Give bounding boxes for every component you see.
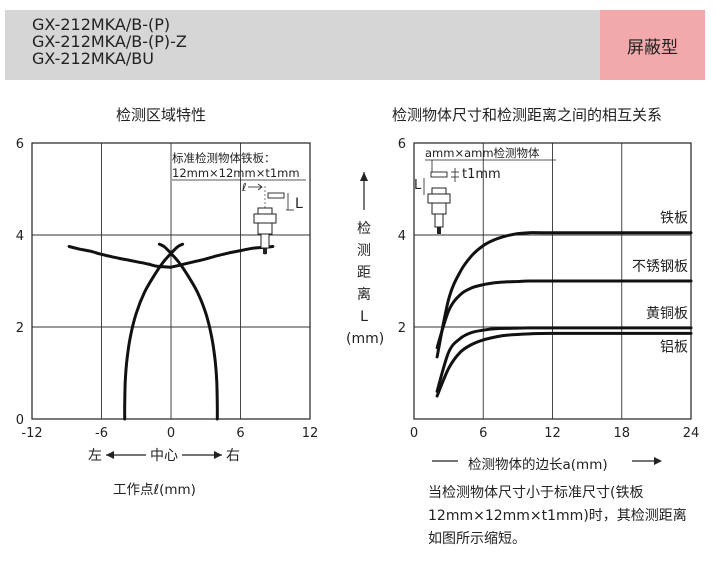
header-band (5, 10, 705, 80)
left-chart-curves (67, 242, 275, 421)
series-label: 黄铜板 (646, 305, 688, 322)
left-annotation-line2: 12mm×12mm×t1mm (172, 166, 300, 180)
right-xaxis-arrows (432, 457, 662, 465)
right-yaxis-arrow (360, 172, 368, 210)
x-tick-label: -6 (95, 426, 108, 441)
y-tick-label: 6 (398, 137, 406, 152)
direction-left-label: 左 (88, 448, 102, 464)
sensor-illustration-right: amm×amm检测物体 L t1mm (414, 146, 556, 234)
series-line (67, 245, 173, 269)
t-label: t1mm (462, 167, 501, 182)
x-tick-label: 12 (544, 426, 561, 441)
y-tick-label: 0 (16, 413, 24, 428)
left-annotation-line1: 标准检测物体铁板： (172, 151, 276, 165)
right-ylabel: 检 测 距 离 L (mm) (346, 221, 385, 347)
series-line (435, 331, 693, 398)
series-label: 不锈钢板 (632, 259, 688, 275)
x-tick-label: 6 (479, 426, 487, 441)
x-tick-label: 0 (410, 426, 418, 441)
series-label: 铁板 (660, 211, 688, 227)
left-direction-arrows: 左 中心 右 (88, 448, 240, 464)
x-tick-label: 24 (683, 426, 700, 441)
type-badge: 屏蔽型 (600, 10, 705, 80)
x-tick-label: 12 (302, 426, 319, 441)
model-name: GX-212MKA/B-(P)-Z (32, 32, 187, 51)
y-tick-label: 4 (16, 229, 24, 244)
x-tick-label: 18 (613, 426, 630, 441)
L-symbol-left: L (295, 196, 303, 212)
y-tick-label: 6 (16, 137, 24, 152)
right-annotation: amm×amm检测物体 (425, 146, 540, 160)
series-line (123, 242, 185, 421)
y-tick-label: 2 (16, 321, 24, 336)
L-symbol-right: L (414, 178, 422, 193)
left-chart-grid (32, 143, 310, 419)
series-line (157, 242, 219, 421)
series-line (169, 245, 275, 269)
x-tick-label: 6 (236, 426, 244, 441)
direction-center-label: 中心 (150, 448, 178, 464)
y-tick-label: 2 (398, 321, 406, 336)
series-label: 铝板 (660, 339, 688, 355)
model-list: GX-212MKA/B-(P) GX-212MKA/B-(P)-Z GX-212… (32, 16, 187, 67)
ell-symbol: ℓ (241, 181, 247, 194)
left-chart-frame (31, 142, 311, 420)
series-line (435, 326, 693, 393)
right-chart-curves (435, 231, 693, 398)
left-xlabel: 工作点ℓ(mm) (113, 482, 196, 498)
left-chart-ticks: -12 -6 0 6 12 0 2 4 6 (16, 137, 319, 441)
x-tick-label: -12 (21, 426, 42, 441)
series-line (435, 279, 693, 350)
model-name: GX-212MKA/BU (32, 49, 154, 68)
x-tick-label: 0 (167, 426, 175, 441)
right-xlabel: 检测物体的边长a(mm) (468, 457, 608, 473)
direction-right-label: 右 (226, 448, 240, 464)
footnote: 当检测物体尺寸小于标准尺寸(铁板12mm×12mm×t1mm)时，其检测距离如图… (428, 485, 687, 547)
left-chart-title: 检测区域特性 (116, 106, 207, 124)
model-name: GX-212MKA/B-(P) (32, 15, 171, 34)
series-line (435, 231, 693, 359)
sensor-illustration-left: 标准检测物体铁板： 12mm×12mm×t1mm ℓ L (172, 151, 306, 255)
right-chart-title: 检测物体尺寸和检测距离之间的相互关系 (392, 106, 663, 124)
y-tick-label: 4 (398, 229, 406, 244)
